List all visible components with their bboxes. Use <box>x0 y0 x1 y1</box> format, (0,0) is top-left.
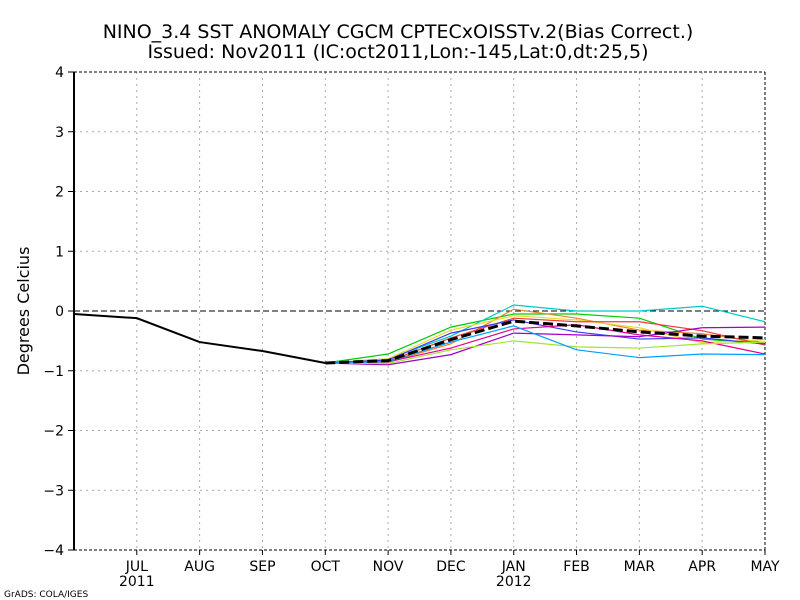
y-ticks: 4 3 2 1 0 −1 −2 −3 −4 <box>43 65 74 559</box>
series-line-observed <box>73 312 326 364</box>
series-line-member-lime <box>325 340 766 365</box>
x-tick-label: SEP <box>249 559 275 575</box>
y-tick-label: 4 <box>55 65 64 81</box>
series-line-ensemble-mean <box>325 319 766 365</box>
series-group <box>73 304 766 366</box>
x-tick-label: NOV <box>373 559 404 575</box>
y-tick-label: 1 <box>55 244 64 260</box>
x-tick-label: MAR <box>624 559 656 575</box>
x-tick-label: MAY <box>750 559 780 575</box>
x-tick-label: JAN <box>501 559 526 575</box>
y-tick-label: 0 <box>55 304 64 320</box>
y-tick-label: −1 <box>43 364 64 380</box>
x-ticks: JUL AUG SEP OCT NOV DEC JAN FEB MAR APR MAY 2011 201… <box>119 550 780 590</box>
grid <box>74 72 765 550</box>
x-tick-label: APR <box>688 559 716 575</box>
series-line-member-blue <box>325 319 766 364</box>
x-tick-label: DEC <box>436 559 466 575</box>
y-tick-label: 3 <box>55 125 64 141</box>
chart-subtitle: Issued: Nov2011 (IC:oct2011,Lon:-145,Lat… <box>147 41 648 63</box>
footer-credit: GrADS: COLA/IGES <box>4 590 88 600</box>
y-tick-label: −2 <box>43 424 64 440</box>
series-line-member-magenta <box>325 324 766 364</box>
y-tick-label: 2 <box>55 185 64 201</box>
x-tick-label: JUL <box>125 559 148 575</box>
x-year-label: 2012 <box>496 574 532 590</box>
y-axis-label: Degrees Celcius <box>14 247 33 376</box>
y-tick-label: −3 <box>43 483 64 499</box>
x-tick-label: OCT <box>311 559 341 575</box>
x-tick-label: FEB <box>563 559 590 575</box>
series-line-member-purple <box>325 326 766 366</box>
x-tick-label: AUG <box>184 559 215 575</box>
x-year-label: 2011 <box>119 574 155 590</box>
chart-title: NINO_3.4 SST ANOMALY CGCM CPTECxOISSTv.2… <box>103 21 694 43</box>
y-tick-label: −4 <box>43 543 64 559</box>
